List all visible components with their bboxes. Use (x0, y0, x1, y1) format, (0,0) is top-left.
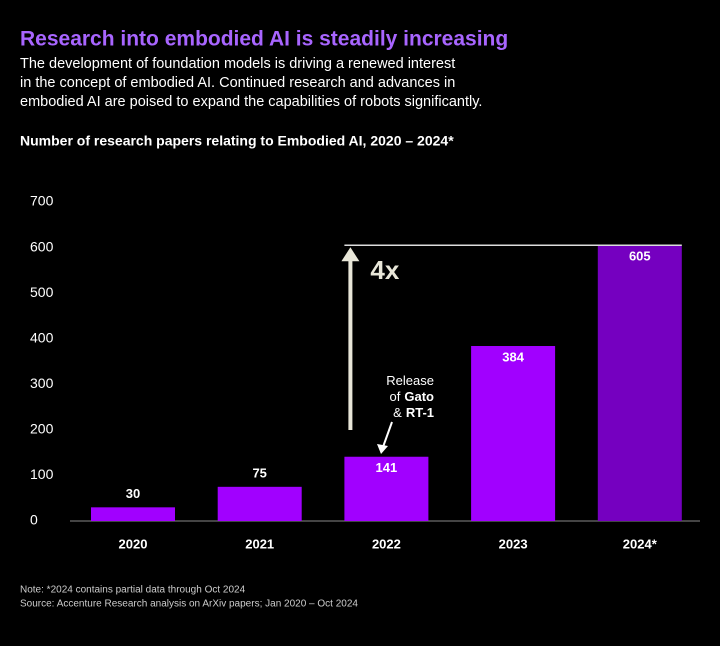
y-tick-label: 300 (30, 375, 54, 391)
y-tick-label: 600 (30, 238, 54, 254)
y-tick-label: 100 (30, 466, 54, 482)
plot-title: Number of research papers relating to Em… (20, 133, 454, 149)
annotation: & RT-1 (393, 405, 434, 420)
note: Note: *2024 contains partial data throug… (20, 585, 246, 596)
annotation-part: Release (386, 373, 434, 388)
x-tick-label: 2023 (499, 536, 528, 551)
subtitle: The development of foundation models is … (20, 56, 455, 72)
value-label: 141 (376, 460, 398, 475)
bar (597, 245, 682, 522)
annotation-part: Gato (404, 389, 434, 404)
x-tick-label: 2024* (623, 536, 658, 551)
annotation: of Gato (390, 389, 435, 404)
subtitle: in the concept of embodied AI. Continued… (20, 75, 455, 91)
annotation-part: RT-1 (406, 405, 434, 420)
value-label: 605 (629, 249, 651, 264)
annotation: Release (386, 373, 434, 388)
value-label: 384 (502, 349, 524, 364)
bar (217, 486, 302, 521)
y-tick-label: 0 (30, 512, 38, 528)
chart-title: Research into embodied AI is steadily in… (20, 28, 508, 51)
x-tick-label: 2022 (372, 536, 401, 551)
arrow-head (341, 247, 360, 262)
y-tick-label: 700 (30, 193, 54, 209)
value-label: 30 (126, 486, 140, 501)
bar (91, 507, 175, 521)
arrow-head (377, 444, 388, 454)
subtitle: embodied AI are poised to expand the cap… (20, 94, 482, 110)
bar (344, 456, 429, 521)
x-tick-label: 2020 (119, 536, 148, 551)
arrow-shaft (382, 421, 393, 448)
y-tick-label: 500 (30, 284, 54, 300)
annotation-part: of (390, 389, 401, 404)
bar (471, 346, 556, 521)
annotation: 4x (370, 255, 399, 285)
note: Source: Accenture Research analysis on A… (20, 599, 358, 610)
y-tick-label: 400 (30, 329, 54, 345)
x-tick-label: 2021 (245, 536, 274, 551)
y-tick-label: 200 (30, 421, 54, 437)
annotation-part: & (393, 405, 402, 420)
value-label: 75 (252, 465, 266, 480)
